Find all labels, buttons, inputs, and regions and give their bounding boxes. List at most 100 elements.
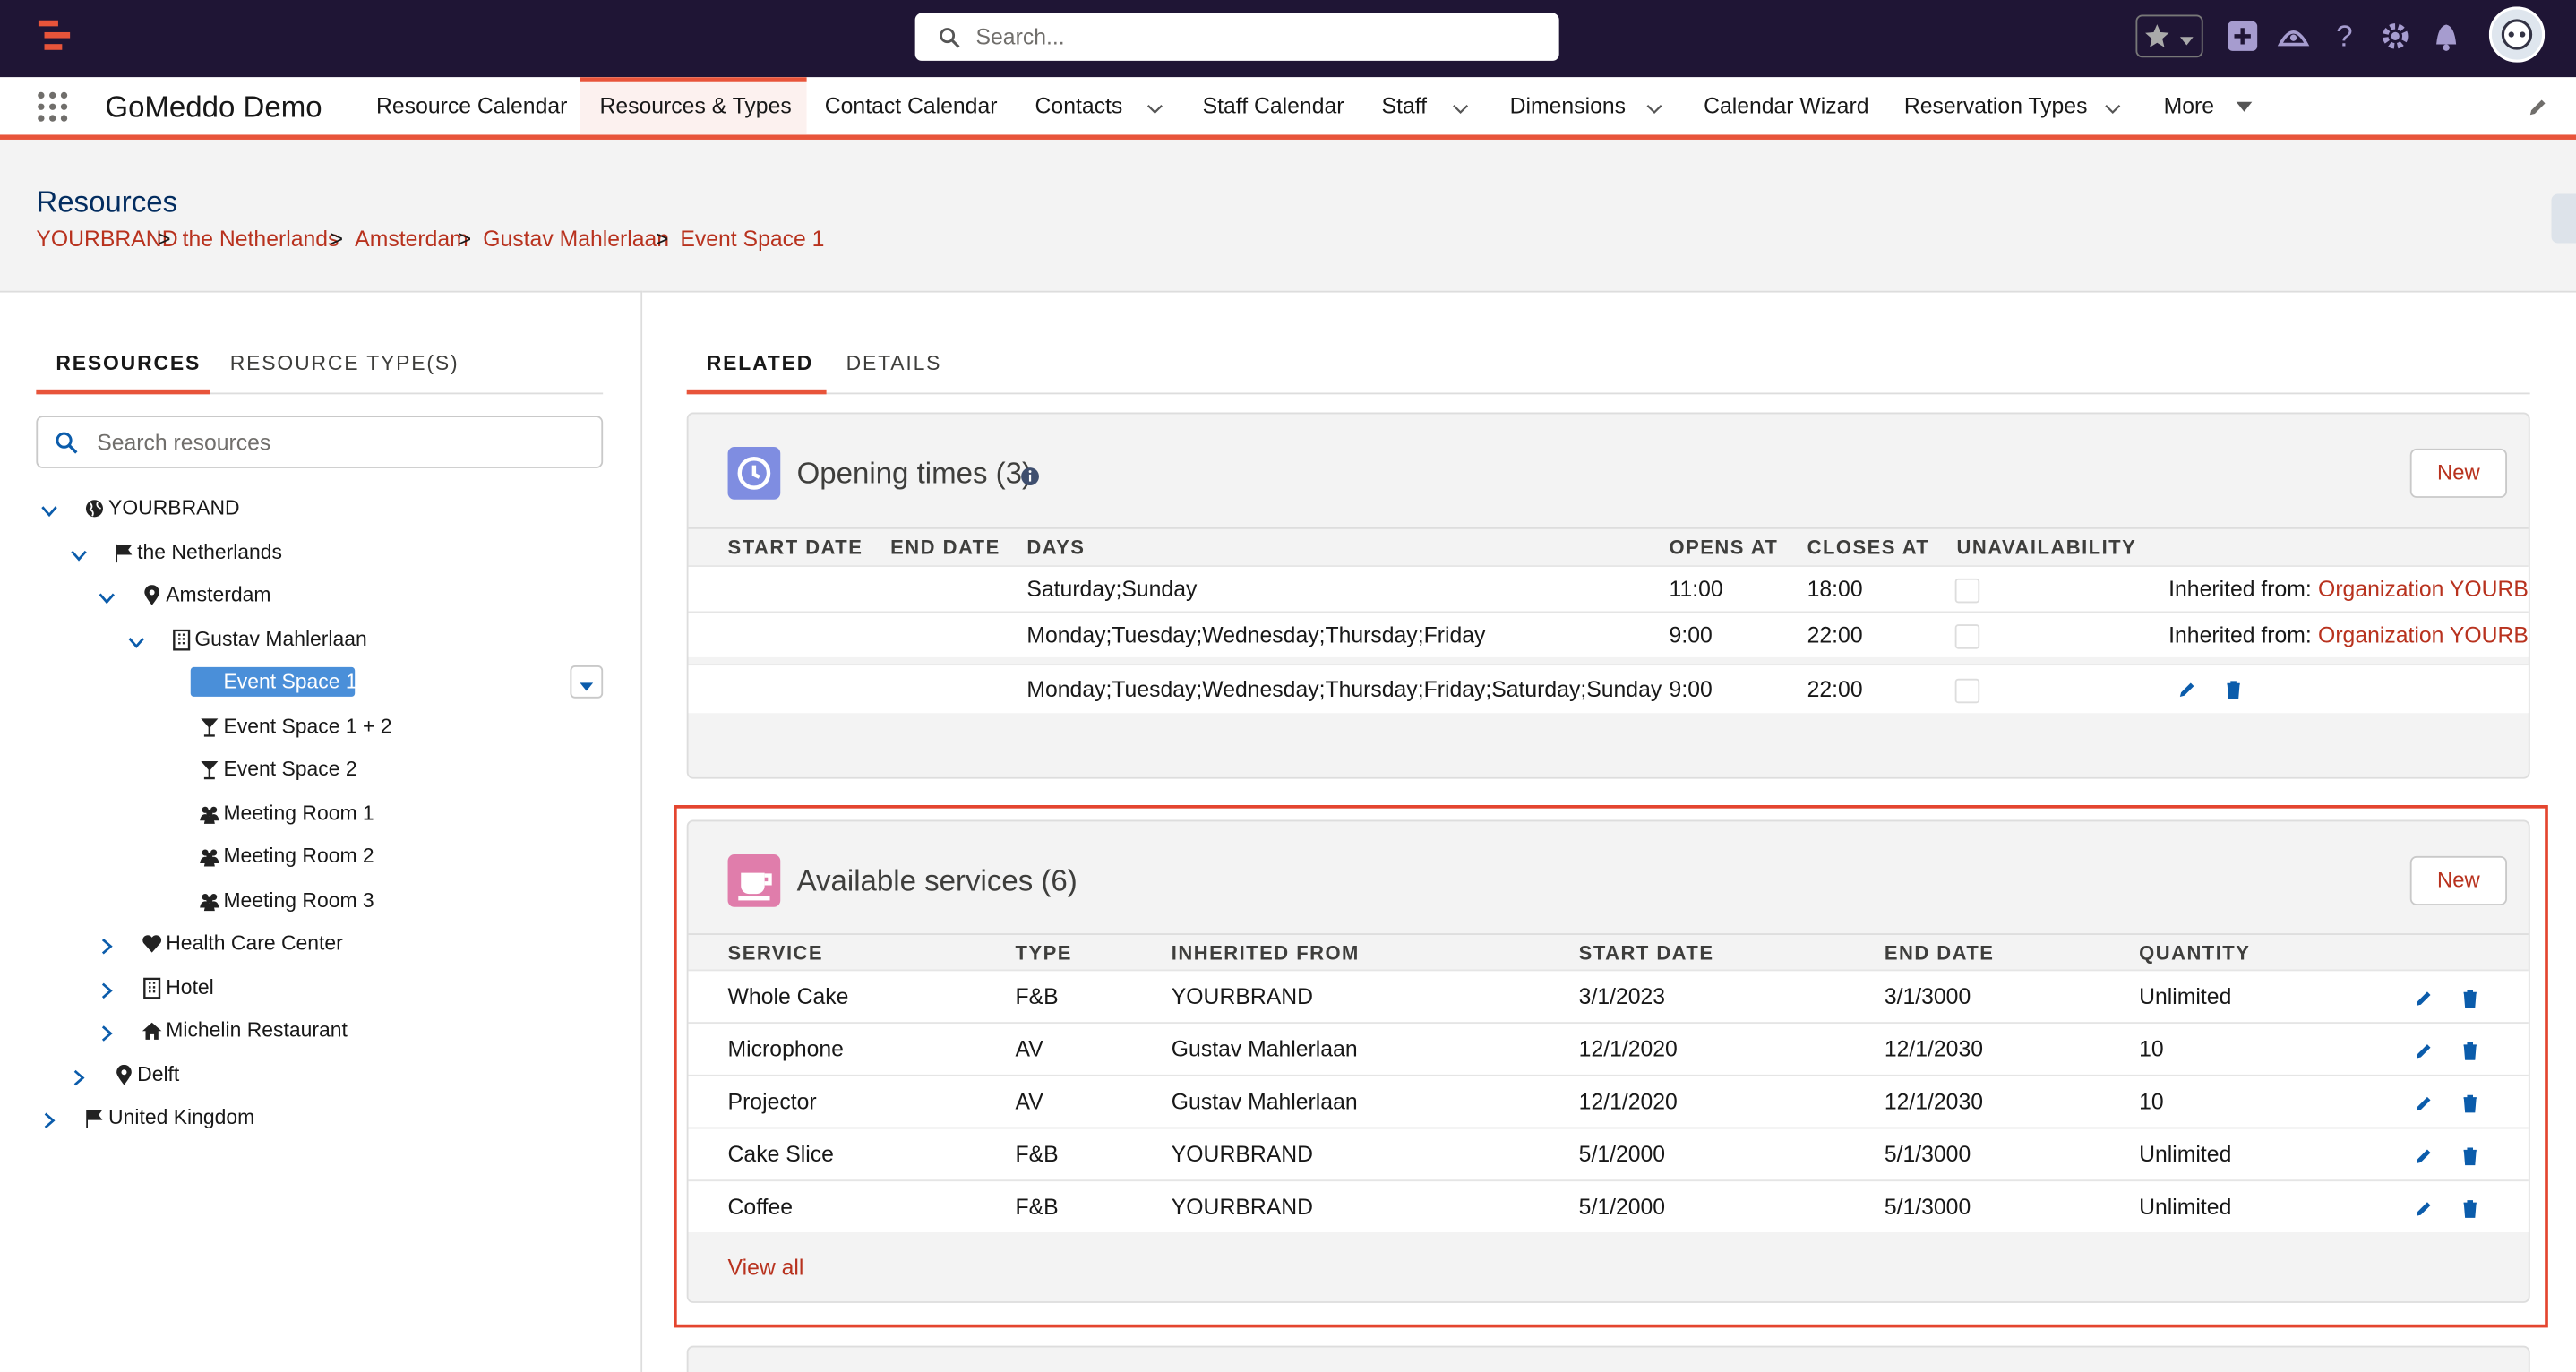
nav-item[interactable]: Calendar Wizard xyxy=(1704,94,1868,119)
breadcrumb-link[interactable]: YOURBRAND xyxy=(36,227,177,252)
breadcrumb-link[interactable]: the Netherlands xyxy=(183,227,339,252)
nav-item[interactable]: Reservation Types xyxy=(1904,94,2088,119)
tab[interactable]: RESOURCE TYPE(S) xyxy=(230,352,459,375)
resource-search[interactable]: Search resources xyxy=(36,416,603,468)
nav-chevron[interactable] xyxy=(1644,99,1664,118)
checkbox[interactable] xyxy=(1955,579,1980,604)
nav-item[interactable]: Contacts xyxy=(1035,94,1123,119)
delete-icon[interactable] xyxy=(2460,988,2481,1009)
header-icon[interactable] xyxy=(2226,20,2259,53)
delete-icon[interactable] xyxy=(2460,1145,2481,1167)
tree-node[interactable]: Meeting Room 1 xyxy=(223,801,374,824)
app-launcher[interactable] xyxy=(36,90,69,124)
tree-node[interactable]: Event Space 1 xyxy=(223,671,356,694)
tree-toggle[interactable] xyxy=(97,588,116,608)
edit-icon[interactable] xyxy=(2413,1197,2434,1219)
delete-icon[interactable] xyxy=(2223,679,2245,700)
tree-icon-svg xyxy=(142,1020,163,1042)
header-icon[interactable]: ? xyxy=(2328,20,2361,53)
tree-icon xyxy=(199,716,220,737)
inherited-link[interactable]: Organization YOURBRAND xyxy=(2318,622,2530,647)
tab[interactable]: RELATED xyxy=(707,352,813,375)
tree-node[interactable]: Hotel xyxy=(166,975,214,999)
edit-icon[interactable] xyxy=(2413,1093,2434,1114)
table-cell: YOURBRAND xyxy=(1172,984,1313,1009)
global-search[interactable]: Search... xyxy=(915,13,1559,61)
inherited-link[interactable]: Organization YOURBRAND xyxy=(2318,577,2530,602)
column-header: DAYS xyxy=(1026,536,1085,559)
nav-chevron[interactable] xyxy=(2103,99,2123,118)
tree-node[interactable]: United Kingdom xyxy=(108,1106,254,1129)
table-cell: Unlimited xyxy=(2139,1195,2231,1220)
edit-icon[interactable] xyxy=(2413,1040,2434,1061)
tree-node[interactable]: Gustav Mahlerlaan xyxy=(194,627,366,650)
delete-icon[interactable] xyxy=(2460,1093,2481,1114)
tree-icon-svg xyxy=(113,542,134,563)
header-icon-svg xyxy=(2430,20,2463,53)
table-row: ProjectorAVGustav Mahlerlaan12/1/202012/… xyxy=(689,1075,2530,1128)
edit-nav[interactable] xyxy=(2527,95,2550,118)
nav-item[interactable]: Dimensions xyxy=(1510,94,1626,119)
tree-node[interactable]: Michelin Restaurant xyxy=(166,1019,348,1042)
tree-toggle[interactable] xyxy=(39,502,59,521)
header-icon[interactable] xyxy=(2379,20,2412,53)
tree-node[interactable]: Health Care Center xyxy=(166,931,343,955)
tree-icon-svg xyxy=(199,889,220,911)
breadcrumb-link[interactable]: Gustav Mahlerlaan xyxy=(483,227,669,252)
caret xyxy=(2178,30,2194,46)
delete-icon[interactable] xyxy=(2460,1040,2481,1061)
edit-icon[interactable] xyxy=(2413,988,2434,1009)
view-all-link[interactable]: View all xyxy=(728,1256,804,1281)
edit-icon[interactable] xyxy=(2177,679,2198,700)
column-header: END DATE xyxy=(1885,941,1995,965)
card-icon-svg xyxy=(728,854,781,907)
svg-text:?: ? xyxy=(2336,20,2352,52)
tree-toggle[interactable] xyxy=(39,1110,59,1130)
nav-item[interactable]: Contact Calendar xyxy=(825,94,998,119)
new-button[interactable]: New xyxy=(2410,856,2507,905)
tree-icon-svg xyxy=(113,1064,134,1085)
header-icon[interactable] xyxy=(2277,20,2310,53)
column-header: END DATE xyxy=(890,536,1000,559)
nav-item[interactable]: Resources & Types xyxy=(599,94,791,119)
new-button[interactable]: New xyxy=(2410,449,2507,498)
tree-icon-svg xyxy=(199,846,220,868)
favorites[interactable] xyxy=(2135,15,2202,58)
tree-toggle[interactable] xyxy=(125,631,145,651)
nav-chevron[interactable] xyxy=(1145,99,1164,118)
tree-toggle[interactable] xyxy=(97,1024,116,1043)
tree-node[interactable]: Meeting Room 2 xyxy=(223,845,374,868)
tree-toggle[interactable] xyxy=(68,545,88,564)
tree-node[interactable]: Event Space 1 + 2 xyxy=(223,714,391,737)
logo[interactable] xyxy=(33,16,76,56)
nav-item[interactable]: Resource Calendar xyxy=(376,94,567,119)
tab[interactable]: DETAILS xyxy=(846,352,942,375)
tree-node[interactable]: YOURBRAND xyxy=(108,496,240,519)
avatar[interactable] xyxy=(2489,6,2545,62)
breadcrumb-link[interactable]: Event Space 1 xyxy=(680,227,824,252)
delete-icon[interactable] xyxy=(2460,1197,2481,1219)
tree-node[interactable]: the Netherlands xyxy=(137,540,282,563)
tree-toggle[interactable] xyxy=(97,937,116,956)
more-caret[interactable] xyxy=(2235,97,2254,116)
checkbox[interactable] xyxy=(1955,624,1980,649)
nav-item[interactable]: Staff xyxy=(1382,94,1427,119)
nav-item[interactable]: More xyxy=(2164,94,2214,119)
tree-toggle[interactable] xyxy=(97,980,116,999)
tree-icon xyxy=(84,1108,106,1129)
checkbox[interactable] xyxy=(1955,679,1980,704)
tree-node[interactable]: Meeting Room 3 xyxy=(223,888,374,912)
tab-underline xyxy=(36,390,210,395)
tree-node[interactable]: Delft xyxy=(137,1062,179,1085)
tree-toggle[interactable] xyxy=(68,1068,88,1087)
nav-item[interactable]: Staff Calendar xyxy=(1203,94,1344,119)
node-menu[interactable] xyxy=(570,665,603,699)
tree-node[interactable]: Event Space 2 xyxy=(223,758,356,781)
tree-node[interactable]: Amsterdam xyxy=(166,583,270,606)
header-icon[interactable] xyxy=(2430,20,2463,53)
edit-icon[interactable] xyxy=(2413,1145,2434,1167)
tab-underline xyxy=(687,390,827,395)
tab[interactable]: RESOURCES xyxy=(56,352,201,375)
breadcrumb-link[interactable]: Amsterdam xyxy=(355,227,468,252)
nav-chevron[interactable] xyxy=(1451,99,1471,118)
